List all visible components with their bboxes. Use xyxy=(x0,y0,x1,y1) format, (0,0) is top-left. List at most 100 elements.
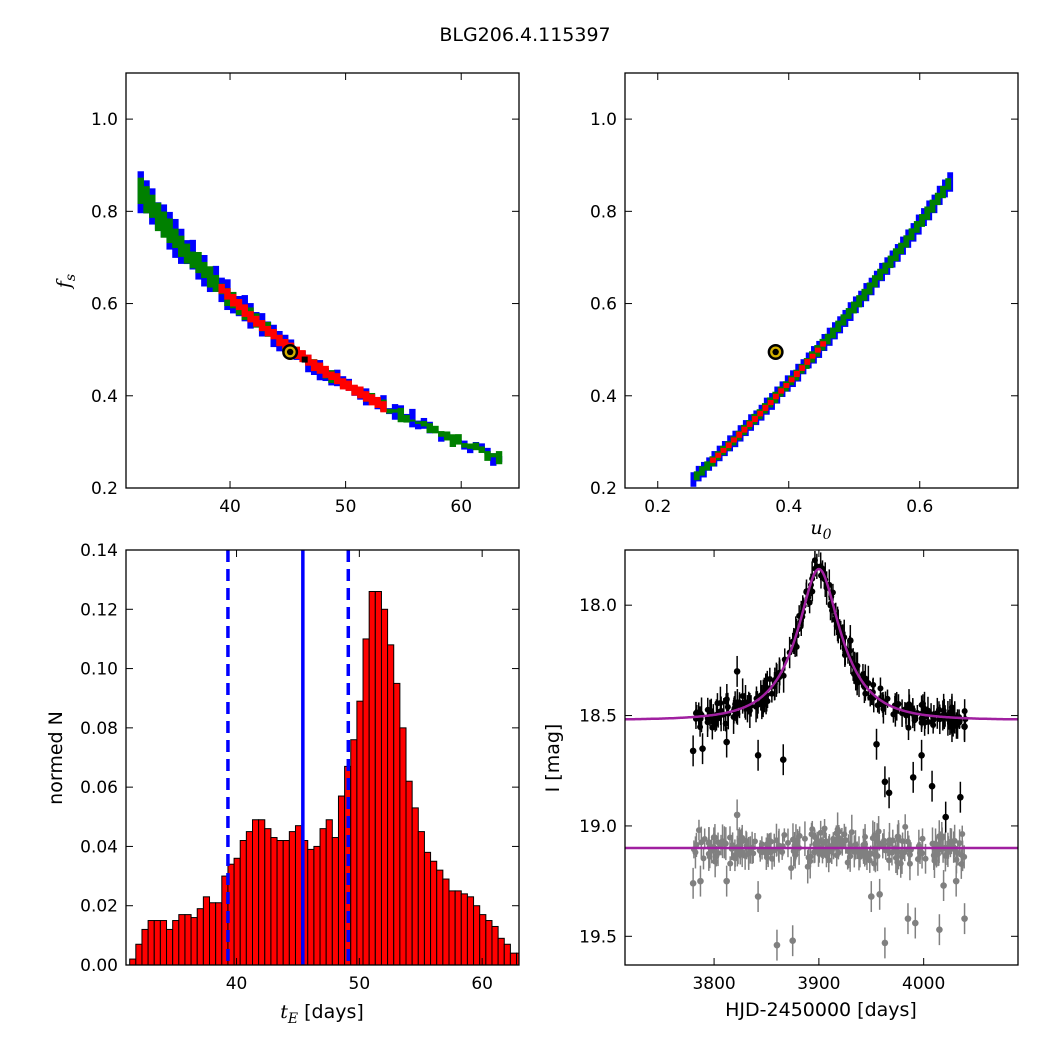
lensed-source-point xyxy=(739,693,746,700)
histogram-bar xyxy=(233,857,241,966)
band-cell-inner xyxy=(264,325,272,337)
comparison-star-point xyxy=(881,939,889,947)
panel3-frame xyxy=(125,549,520,966)
comparison-star-point xyxy=(919,835,926,842)
band-cell-middle xyxy=(172,228,179,249)
y-tick-label: 0.6 xyxy=(590,295,617,315)
lensed-source-point xyxy=(905,701,913,708)
band-cell-middle xyxy=(877,268,884,281)
band-cell-inner xyxy=(334,373,341,385)
comparison-star-point xyxy=(872,852,879,859)
best-fit-neighbor-cell xyxy=(301,356,308,363)
band-cell-middle xyxy=(426,423,433,433)
band-cell-inner xyxy=(310,359,318,372)
band-cell-middle xyxy=(409,419,416,422)
lensed-source-point xyxy=(722,720,729,727)
band-cell-middle xyxy=(845,308,852,319)
band-cell-middle xyxy=(143,186,150,214)
histogram-bar xyxy=(184,914,192,966)
band-cell-inner xyxy=(752,416,758,423)
y-tick-label: 1.0 xyxy=(590,110,617,130)
lensed-source-point xyxy=(885,789,893,797)
band-cell-middle xyxy=(892,248,899,262)
y-tick-label: 0.06 xyxy=(80,778,118,798)
histogram-bar xyxy=(141,928,149,966)
band-cell-middle xyxy=(455,434,462,445)
x-tick-label: 0.2 xyxy=(644,497,671,517)
band-cell-middle xyxy=(913,221,920,233)
lensed-source-point xyxy=(779,756,787,764)
comparison-star-point xyxy=(731,852,738,859)
histogram-bar xyxy=(393,682,401,966)
y-tick-label: 18.0 xyxy=(579,596,617,616)
band-cell-inner xyxy=(773,393,779,400)
band-cell-middle xyxy=(386,408,393,414)
band-cell-middle xyxy=(449,434,457,447)
band-cell-middle xyxy=(414,421,422,424)
comparison-star-point xyxy=(886,857,893,864)
comparison-star-point xyxy=(712,858,719,865)
band-cell-middle xyxy=(940,185,946,199)
band-cell-middle xyxy=(840,314,847,326)
band-cell-middle xyxy=(830,327,836,339)
band-cell-inner xyxy=(230,294,237,307)
comparison-star-point xyxy=(757,847,764,854)
comparison-star-point xyxy=(937,835,944,842)
panel2-xlabel: u0 xyxy=(810,517,831,543)
x-tick-label: 60 xyxy=(471,974,493,994)
band-cell-middle xyxy=(403,414,410,423)
lensed-source-point xyxy=(707,707,714,714)
band-cell-inner xyxy=(820,341,827,347)
histogram-bar xyxy=(423,851,432,966)
lensed-source-point xyxy=(924,707,931,714)
band-cell-middle xyxy=(478,446,485,453)
histogram-bar xyxy=(387,644,395,966)
band-cell-outer xyxy=(690,472,697,487)
histogram-bar xyxy=(239,840,247,966)
y-tick-label: 0.6 xyxy=(91,295,118,315)
histogram-bar xyxy=(374,591,382,966)
band-cell-inner xyxy=(767,399,774,406)
comparison-star-point xyxy=(867,893,875,900)
x-tick-label: 50 xyxy=(349,974,371,994)
comparison-star-point xyxy=(839,842,846,849)
histogram-bar xyxy=(282,840,290,966)
comparison-star-point xyxy=(871,860,878,867)
band-cell-middle xyxy=(391,409,399,413)
band-cell-inner xyxy=(351,384,358,396)
histogram-bar xyxy=(497,937,505,966)
band-cell-inner xyxy=(218,283,225,294)
histogram-bar xyxy=(251,819,260,966)
comparison-star-point xyxy=(881,837,888,844)
histogram-bar xyxy=(436,869,444,966)
comparison-star-point xyxy=(718,842,725,849)
band-cell-inner xyxy=(788,377,795,383)
comparison-star-point xyxy=(834,826,841,833)
band-cell-middle xyxy=(856,295,863,308)
band-cell-inner xyxy=(362,391,370,402)
histogram-bar xyxy=(411,807,419,966)
histogram-bar xyxy=(215,902,223,966)
band-cell-inner xyxy=(374,396,381,408)
band-cell-middle xyxy=(919,214,925,227)
y-tick-label: 0.4 xyxy=(91,387,118,407)
band-cell-inner xyxy=(270,328,277,340)
histogram-bar xyxy=(153,920,161,966)
histogram-bar xyxy=(454,890,462,966)
lensed-source-point xyxy=(909,706,916,713)
comparison-star-point xyxy=(773,941,781,949)
lensed-source-point xyxy=(689,747,697,755)
band-cell-middle xyxy=(195,251,202,274)
panel4-plot xyxy=(625,550,1019,961)
comparison-star-point xyxy=(723,877,730,885)
band-cell-middle xyxy=(432,425,439,434)
y-tick-label: 0.2 xyxy=(91,479,118,499)
histogram-bar xyxy=(380,608,389,966)
histogram-bar xyxy=(460,893,468,966)
comparison-star-point xyxy=(733,811,741,819)
band-cell-inner xyxy=(778,388,785,394)
comparison-star-point xyxy=(751,838,758,845)
band-cell-inner xyxy=(368,394,376,406)
histogram-bar xyxy=(270,837,278,966)
